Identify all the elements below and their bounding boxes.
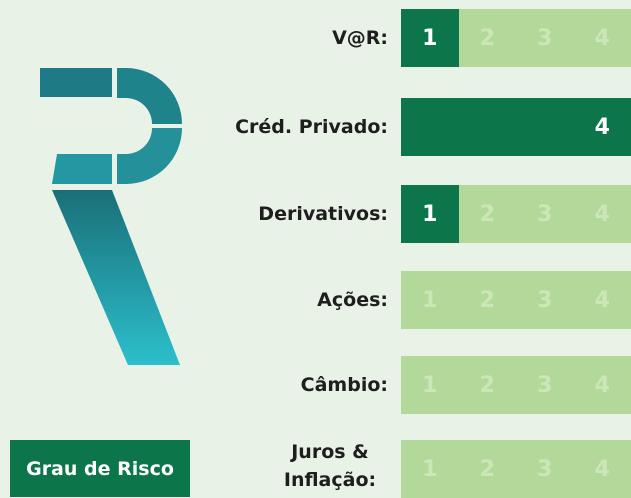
level-number: 4 <box>595 457 610 482</box>
level-number: 3 <box>537 288 552 313</box>
level-cell: 2 <box>459 185 517 243</box>
level-cell: 3 <box>516 356 574 414</box>
level-cell: 2 <box>459 9 517 67</box>
level-cell: 4 <box>574 185 631 243</box>
level-cell-filled <box>459 98 517 156</box>
logo-part <box>52 154 112 184</box>
level-cell: 2 <box>459 356 517 414</box>
level-number: 2 <box>480 373 495 398</box>
level-number: 3 <box>537 457 552 482</box>
level-number: 1 <box>422 457 437 482</box>
level-cell: 3 <box>516 440 574 498</box>
level-number: 1 <box>422 26 437 51</box>
level-number: 2 <box>480 288 495 313</box>
level-number: 4 <box>595 115 610 140</box>
level-cell-filled: 1 <box>401 9 459 67</box>
level-number: 4 <box>595 26 610 51</box>
level-cell: 1 <box>401 356 459 414</box>
level-cell: 4 <box>574 440 631 498</box>
level-number: 2 <box>480 457 495 482</box>
level-number: 3 <box>537 373 552 398</box>
level-number: 3 <box>537 26 552 51</box>
level-cell-filled <box>516 98 574 156</box>
row-label: Câmbio: <box>190 356 388 414</box>
level-cell: 1 <box>401 271 459 329</box>
level-number: 2 <box>480 26 495 51</box>
level-number: 1 <box>422 373 437 398</box>
row-label: Créd. Privado: <box>190 98 388 156</box>
row-label: Derivativos: <box>190 185 388 243</box>
row-label: Ações: <box>190 271 388 329</box>
level-cell-filled <box>401 98 459 156</box>
level-number: 2 <box>480 202 495 227</box>
level-number: 4 <box>595 202 610 227</box>
level-cell: 2 <box>459 440 517 498</box>
level-cell-filled: 4 <box>574 98 631 156</box>
level-cell: 4 <box>574 356 631 414</box>
badge: Grau de Risco <box>10 440 190 497</box>
level-cell: 3 <box>516 271 574 329</box>
logo-part <box>52 190 180 365</box>
level-number: 4 <box>595 373 610 398</box>
logo <box>0 0 200 400</box>
level-cell: 2 <box>459 271 517 329</box>
logo-part <box>117 68 182 124</box>
logo-part <box>40 68 112 97</box>
level-number: 3 <box>537 202 552 227</box>
logo-part <box>117 128 182 184</box>
row-label: V@R: <box>190 9 388 67</box>
level-number: 1 <box>422 288 437 313</box>
level-cell-filled: 1 <box>401 185 459 243</box>
level-cell: 4 <box>574 271 631 329</box>
level-number: 4 <box>595 288 610 313</box>
level-cell: 1 <box>401 440 459 498</box>
row-label: Juros & Inflação: <box>270 434 390 498</box>
level-cell: 4 <box>574 9 631 67</box>
level-number: 1 <box>422 202 437 227</box>
level-cell: 3 <box>516 185 574 243</box>
level-cell: 3 <box>516 9 574 67</box>
